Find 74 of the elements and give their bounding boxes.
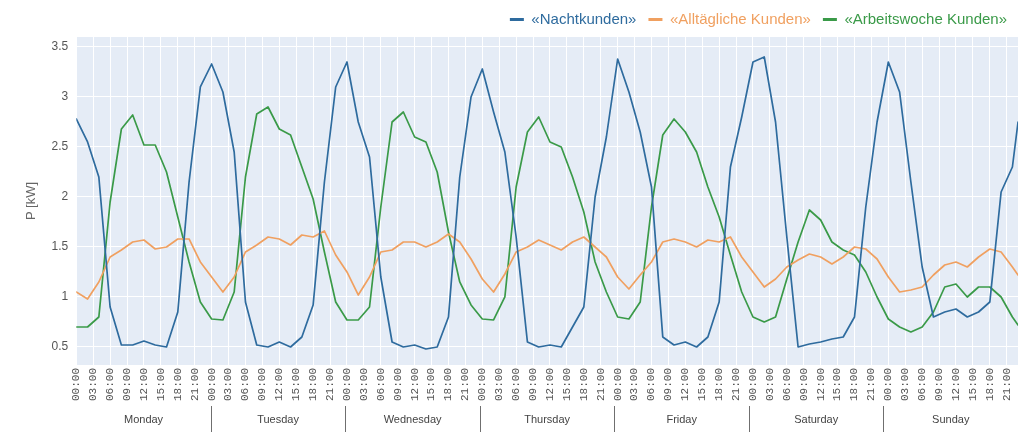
x-tick-label: 18:00 — [983, 367, 996, 402]
x-tick-label: 09:00 — [256, 367, 269, 402]
legend-label: «Nachtkunden» — [531, 9, 637, 27]
x-tick-label: 06:00 — [239, 367, 252, 402]
x-tick-label: 00:00 — [746, 367, 759, 402]
x-tick-label: 12:00 — [543, 367, 556, 402]
x-tick-label: 09:00 — [120, 367, 133, 402]
x-tick-label: 06:00 — [780, 367, 793, 402]
x-tick-label: 00:00 — [70, 367, 83, 402]
text: Sunday — [932, 413, 970, 426]
x-tick-label: 09:00 — [797, 367, 810, 402]
text: Monday — [123, 413, 164, 426]
text: Friday — [666, 413, 698, 426]
text: Saturday — [794, 413, 839, 426]
y-tick-label: 2 — [61, 189, 69, 204]
x-tick-label: 21:00 — [323, 367, 336, 402]
x-tick-label: 03:00 — [222, 367, 235, 402]
x-tick-label: 09:00 — [526, 367, 539, 402]
x-tick-label: 12:00 — [814, 367, 827, 402]
x-tick-label: 06:00 — [916, 367, 929, 402]
x-tick-label: 00:00 — [205, 367, 218, 402]
text: Thursday — [524, 413, 571, 426]
x-tick-label: 03:00 — [628, 367, 641, 402]
x-tick-label: 15:00 — [966, 367, 979, 402]
x-tick-label: 00:00 — [476, 367, 489, 402]
y-axis-title: P [kW] — [23, 181, 39, 221]
x-tick-label: 06:00 — [510, 367, 523, 402]
x-tick-label: 15:00 — [425, 367, 438, 402]
x-tick-label: 06:00 — [374, 367, 387, 402]
x-tick-label: 21:00 — [188, 367, 201, 402]
x-tick-label: 03:00 — [899, 367, 912, 402]
x-tick-label: 18:00 — [848, 367, 861, 402]
x-tick-label: 18:00 — [307, 367, 320, 402]
x-tick-label: 06:00 — [645, 367, 658, 402]
x-tick-label: 12:00 — [408, 367, 421, 402]
x-tick-label: 18:00 — [442, 367, 455, 402]
x-tick-label: 09:00 — [662, 367, 675, 402]
x-tick-label: 15:00 — [696, 367, 709, 402]
x-tick-label: 12:00 — [137, 367, 150, 402]
text: Tuesday — [257, 413, 300, 426]
y-tick-label: 1 — [61, 289, 69, 304]
x-tick-label: 06:00 — [104, 367, 117, 402]
x-tick-label: 12:00 — [679, 367, 692, 402]
x-tick-label: 12:00 — [273, 367, 286, 402]
x-tick-label: 03:00 — [493, 367, 506, 402]
x-tick-label: 15:00 — [560, 367, 573, 402]
x-tick-label: 21:00 — [594, 367, 607, 402]
x-tick-label: 09:00 — [391, 367, 404, 402]
x-tick-label: 03:00 — [357, 367, 370, 402]
y-tick-label: 2.5 — [51, 139, 69, 154]
x-tick-label: 03:00 — [763, 367, 776, 402]
x-tick-label: 09:00 — [932, 367, 945, 402]
x-tick-label: 18:00 — [577, 367, 590, 402]
x-tick-label: 21:00 — [1000, 367, 1013, 402]
x-tick-label: 03:00 — [87, 367, 100, 402]
x-tick-label: 00:00 — [611, 367, 624, 402]
x-tick-label: 18:00 — [171, 367, 184, 402]
x-tick-label: 15:00 — [154, 367, 167, 402]
x-tick-label: 00:00 — [340, 367, 353, 402]
x-tick-label: 00:00 — [882, 367, 895, 402]
x-tick-label: 15:00 — [831, 367, 844, 402]
legend-label: «Alltägliche Kunden» — [669, 9, 811, 27]
x-tick-label: 18:00 — [713, 367, 726, 402]
x-tick-label: 21:00 — [865, 367, 878, 402]
text: Wednesday — [383, 413, 443, 426]
x-tick-label: 21:00 — [459, 367, 472, 402]
legend-label: «Arbeitswoche Kunden» — [844, 9, 1008, 27]
y-tick-label: 0.5 — [51, 339, 69, 354]
y-tick-label: 1.5 — [51, 239, 69, 254]
x-tick-label: 21:00 — [729, 367, 742, 402]
y-tick-label: 3.5 — [51, 39, 69, 54]
x-tick-label: 15:00 — [290, 367, 303, 402]
x-tick-label: 12:00 — [949, 367, 962, 402]
y-tick-label: 3 — [61, 89, 69, 104]
